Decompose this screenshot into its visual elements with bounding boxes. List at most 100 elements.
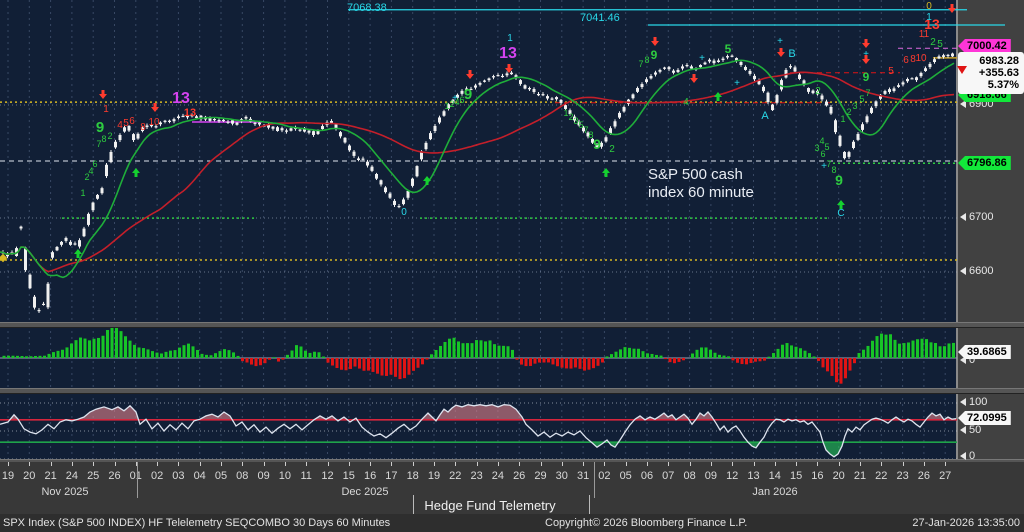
candle-body [519, 80, 522, 84]
candle-body [447, 104, 450, 109]
histogram-bar [353, 358, 357, 367]
histogram-bar [2, 355, 6, 358]
status-datetime: 27-Jan-2026 13:35:00 [912, 517, 1020, 529]
candle-body [559, 99, 563, 103]
histogram-bar [146, 349, 150, 358]
histogram-bar [56, 350, 60, 358]
candle-body [307, 130, 311, 133]
histogram-bar [592, 358, 595, 369]
candle-body [298, 129, 302, 131]
candle-body [28, 274, 32, 289]
x-axis-tick [71, 462, 73, 466]
oscillator-axis-tick: 50 [960, 424, 981, 436]
panel-separator-1[interactable] [0, 322, 1024, 328]
buy-signal-arrow-icon [837, 200, 845, 209]
sell-signal-arrow-icon [99, 90, 107, 99]
td-count-annotation: 1 [563, 108, 568, 118]
x-axis-day-label: 09 [257, 470, 270, 482]
candle-body [951, 53, 954, 57]
last-price-quote-box: 6983.28 +355.63 5.37% [958, 52, 1024, 94]
oscillator-value-badge: 72.0995 [958, 411, 1011, 425]
histogram-bar [781, 344, 784, 358]
histogram-bar [547, 358, 550, 363]
x-axis-tick [519, 462, 521, 466]
candle-body [280, 128, 284, 131]
candle-body [937, 56, 941, 59]
histogram-bar [619, 349, 622, 358]
candle-body [685, 64, 689, 67]
candle-body [699, 64, 702, 68]
candle-body [177, 116, 180, 119]
candle-body [397, 205, 401, 208]
histogram-bar [349, 358, 352, 369]
histogram-bar [610, 354, 613, 358]
candle-body [933, 59, 936, 63]
price-axis-tick: 6600 [960, 265, 993, 277]
candle-body [289, 128, 293, 131]
histogram-bar [25, 356, 28, 358]
histogram-bar [232, 352, 235, 358]
candle-body [195, 116, 198, 119]
x-axis-day-label: 22 [875, 470, 888, 482]
candle-body [609, 128, 612, 134]
candle-body [186, 116, 189, 118]
plot-axis-divider[interactable] [956, 0, 958, 462]
histogram-bar [808, 353, 811, 358]
td-count-annotation: 5 [888, 66, 894, 77]
td-count-annotation: 7 [583, 125, 588, 135]
td-count-annotation: 4 [819, 136, 824, 146]
fast-moving-average-line [0, 59, 955, 279]
histogram-bar [902, 343, 906, 358]
net-change: +355.63 [978, 67, 1019, 79]
candle-body [631, 94, 635, 99]
td-count-annotation: 0 [401, 207, 407, 218]
price-down-arrow-icon [957, 66, 967, 74]
td-count-annotation: 7 [638, 59, 643, 69]
candle-body [802, 80, 806, 85]
candle-body [604, 137, 608, 142]
histogram-bar [164, 351, 168, 358]
candle-body [640, 84, 644, 88]
candle-body [478, 82, 482, 85]
histogram-bar [857, 353, 861, 358]
candle-body [843, 151, 846, 159]
candle-body [856, 134, 860, 140]
x-axis-day-label: 16 [363, 470, 377, 482]
x-axis-day-label: 31 [576, 470, 590, 482]
candle-body [505, 73, 509, 76]
histogram-bar [322, 356, 325, 358]
histogram-bar [812, 356, 816, 358]
x-axis-tick [923, 462, 925, 466]
candle-body [892, 88, 896, 92]
candle-body [658, 69, 662, 72]
x-axis-day-label: 30 [555, 470, 568, 482]
candle-body [618, 112, 621, 118]
histogram-bar [628, 347, 631, 358]
histogram-bar [61, 349, 64, 358]
histogram-bar [173, 350, 177, 358]
candle-body [613, 121, 617, 127]
sell-signal-arrow-icon [862, 39, 870, 48]
td-count-annotation: 6 [92, 159, 97, 169]
histogram-bar [362, 358, 366, 371]
x-axis-tick [753, 462, 755, 466]
panel-separator-2[interactable] [0, 388, 1024, 394]
histogram-bar [70, 343, 73, 358]
histogram-bar [821, 358, 825, 368]
overbought-shading [9, 404, 956, 420]
histogram-bar [137, 347, 141, 358]
candle-body [181, 115, 185, 118]
histogram-bar [614, 351, 618, 358]
candle-body [190, 115, 194, 117]
td-count-annotation: 5 [725, 42, 732, 56]
candle-body [226, 121, 230, 123]
histogram-bar [952, 342, 955, 358]
month-separator [137, 462, 138, 498]
x-axis-tick [583, 462, 585, 466]
candle-body [847, 152, 851, 157]
candle-body [451, 99, 455, 103]
x-axis-day-label: 22 [449, 470, 462, 482]
histogram-bar [596, 358, 600, 366]
histogram-bar [245, 358, 249, 363]
